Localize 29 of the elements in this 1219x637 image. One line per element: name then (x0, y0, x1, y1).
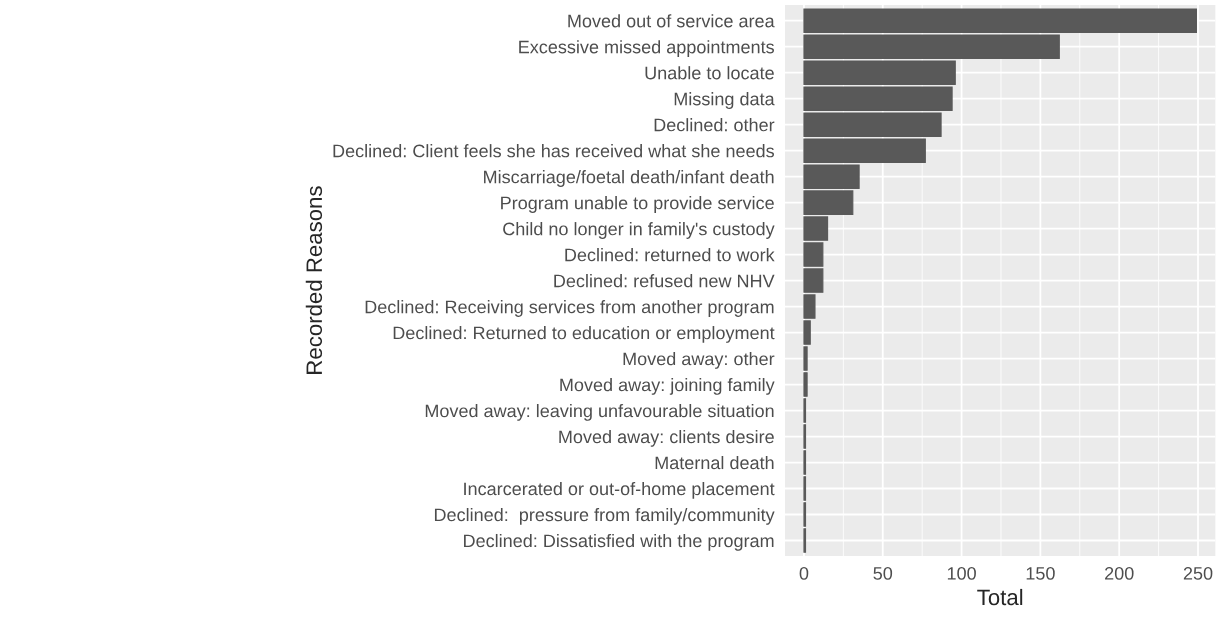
y-tick-label: Moved away: leaving unfavourable situation (425, 404, 774, 421)
y-tick-label: Declined: refused new NHV (554, 274, 775, 288)
y-tick-label: Unable to locate (645, 66, 774, 80)
x-tick-label: 0 (799, 566, 809, 580)
x-tick-label: 100 (947, 566, 976, 580)
y-tick-label: Excessive missed appointments (519, 40, 774, 57)
y-tick-label: Declined: returned to work (565, 248, 775, 262)
y-tick-label: Declined: Client feels she has received what she needs (333, 144, 774, 158)
y-tick-label: Miscarriage/foetal death/infant death (484, 170, 774, 187)
y-tick-label: Moved out of service area (568, 14, 775, 28)
y-tick-label: Declined: Dissatisfied with the program (464, 533, 774, 551)
y-tick-label: Moved away: clients desire (559, 430, 774, 447)
y-tick-label: Child no longer in family's custody (503, 222, 775, 239)
y-tick-label: Missing data (674, 92, 775, 109)
x-tick-label: 150 (1026, 566, 1055, 580)
y-tick-label: Declined: Receiving services from another program (365, 300, 774, 317)
y-tick-label: Program unable to provide service (501, 196, 774, 213)
x-tick-label: 200 (1105, 566, 1134, 580)
x-tick-label: 250 (1183, 566, 1213, 580)
y-tick-label: Incarcerated or out-of-home placement (464, 481, 775, 499)
x-axis-title: Total (977, 588, 1023, 606)
y-tick-label: Declined: Returned to education or employment (393, 326, 775, 343)
y-tick-label: Declined: other (654, 118, 775, 132)
y-tick-label: Declined: pressure from family/community (434, 507, 775, 525)
x-tick-label: 50 (873, 566, 893, 580)
y-axis-title: Recorded Reasons (305, 186, 323, 374)
y-tick-label: Maternal death (655, 455, 774, 470)
y-tick-label: Moved away: other (623, 352, 775, 369)
y-tick-label: Moved away: joining family (560, 378, 775, 395)
